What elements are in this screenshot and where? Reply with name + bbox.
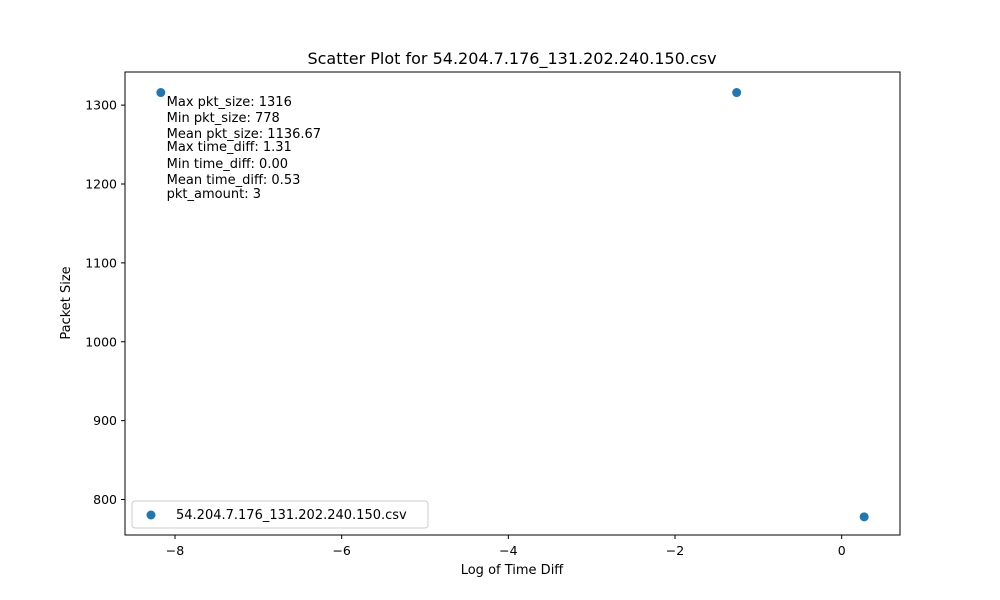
stats-annotation-line: Min pkt_size: 778 [167,111,280,126]
stats-annotation-line: Max time_diff: 1.31 [167,140,292,155]
x-tick-label: −2 [666,543,684,558]
x-axis-label: Log of Time Diff [461,563,565,578]
legend-marker [146,510,156,520]
y-tick-label: 900 [93,413,117,428]
legend-label: 54.204.7.176_131.202.240.150.csv [176,508,407,523]
x-tick-label: −4 [499,543,517,558]
data-point [732,88,742,98]
y-tick-label: 800 [93,492,117,507]
chart-title: Scatter Plot for 54.204.7.176_131.202.24… [307,49,716,69]
plot-area-frame [124,71,901,536]
y-tick-label: 1300 [85,98,117,113]
stats-annotation-line: Mean time_diff: 0.53 [167,173,301,188]
data-point [859,512,869,522]
stats-annotation-line: pkt_amount: 3 [167,187,261,202]
stats-annotation-line: Mean pkt_size: 1136.67 [167,127,321,142]
y-axis-label: Packet Size [59,266,74,339]
y-axis-ticks: 800 900 1000 1100 1200 1300 [85,98,125,507]
x-tick-label: −6 [332,543,350,558]
data-point [156,88,166,98]
x-axis-ticks: −8 −6 −4 −2 0 [166,535,846,558]
stats-annotation-line: Max pkt_size: 1316 [167,95,292,110]
data-points [156,88,869,522]
y-tick-label: 1000 [85,334,117,349]
x-tick-label: 0 [838,543,846,558]
y-tick-label: 1200 [85,177,117,192]
legend: 54.204.7.176_131.202.240.150.csv [131,500,429,529]
legend-box [131,500,429,529]
stats-annotation-line: Min time_diff: 0.00 [167,157,288,172]
x-tick-label: −8 [166,543,184,558]
y-tick-label: 1100 [85,255,117,270]
